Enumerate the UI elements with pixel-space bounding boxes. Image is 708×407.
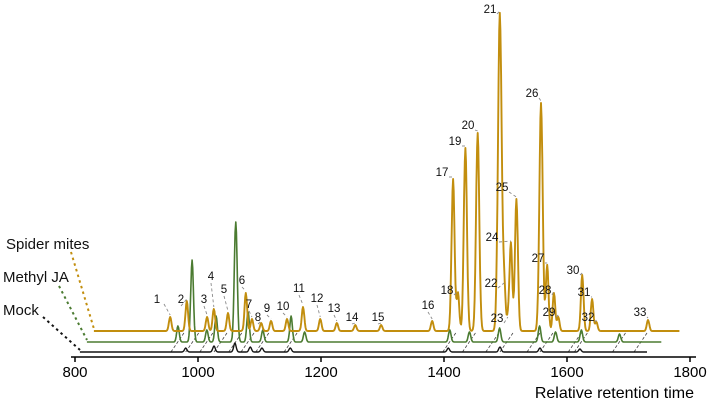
peak-number: 6	[239, 275, 245, 287]
peak-number: 28	[539, 285, 552, 297]
trace-connector	[240, 331, 256, 353]
peak-leader-line	[282, 312, 288, 318]
peak-number: 15	[372, 312, 385, 324]
peak-number: 12	[311, 293, 324, 305]
peak-leader-line	[474, 129, 478, 132]
peak-number: 25	[496, 182, 509, 194]
peak-leader-line	[551, 290, 555, 296]
peak-number: 18	[441, 285, 454, 297]
peak-number: 20	[462, 120, 475, 132]
trace-connector	[612, 331, 627, 353]
x-tick-label: 1200	[304, 364, 337, 381]
trace-mock	[79, 342, 647, 353]
peak-leader-line	[594, 319, 597, 323]
trace-connector	[574, 331, 589, 353]
peak-leader-line	[241, 286, 247, 292]
peak-number: 23	[491, 313, 504, 325]
peak-number: 30	[567, 265, 580, 277]
peak-leader-line	[579, 272, 583, 276]
trace-spider-mites	[93, 11, 680, 332]
legend-leader-spider-mites	[70, 251, 95, 330]
peak-leader-line	[351, 322, 356, 325]
peak-leader-line	[453, 290, 459, 296]
peak-leader-line	[298, 294, 304, 306]
legend-leader-methyl-ja	[58, 285, 88, 341]
x-axis-title: Relative retention time	[534, 385, 694, 402]
peak-number: 13	[328, 303, 341, 315]
peak-leader-line	[498, 240, 511, 243]
peak-leader-line	[333, 314, 338, 322]
peak-number: 17	[436, 167, 449, 179]
peak-number: 24	[486, 232, 499, 244]
peak-number: 19	[449, 136, 462, 148]
peak-leader-line	[377, 322, 382, 325]
peak-leader-line	[210, 282, 215, 308]
peak-leader-line	[257, 320, 262, 325]
legend-leader-mock	[42, 316, 81, 351]
legend-label-spider-mites: Spider mites	[6, 236, 90, 253]
peak-number: 3	[201, 294, 207, 306]
peak-number: 32	[582, 312, 595, 324]
trace-connector	[199, 331, 215, 353]
peak-leader-line	[555, 314, 559, 318]
peak-leader-line	[316, 304, 321, 318]
x-tick-label: 1600	[550, 364, 583, 381]
x-tick-label: 1000	[181, 364, 214, 381]
peak-leader-line	[538, 97, 542, 102]
peak-leader-line	[248, 310, 253, 318]
trace-connector	[462, 331, 477, 353]
trace-connector	[442, 331, 458, 353]
legend-label-methyl-ja: Methyl JA	[3, 269, 69, 286]
legend-label-mock: Mock	[3, 302, 39, 319]
trace-connector	[228, 331, 244, 353]
peak-number: 14	[346, 312, 359, 324]
peak-leader-line	[497, 282, 505, 289]
peak-number: 16	[422, 300, 435, 312]
peak-number: 2	[178, 294, 184, 306]
peak-number: 7	[246, 299, 252, 311]
trace-methyl-ja	[86, 221, 662, 343]
peak-number: 21	[484, 4, 497, 16]
peak-number: 31	[578, 287, 591, 299]
trace-connector	[283, 331, 299, 353]
peak-number: 5	[221, 284, 227, 296]
peak-number: 26	[526, 88, 539, 100]
peak-leader-line	[203, 305, 208, 316]
peak-leader-line	[503, 316, 509, 324]
trace-connector	[185, 331, 201, 353]
peak-leader-line	[163, 303, 171, 316]
peak-number: 9	[264, 303, 270, 315]
peak-number: 33	[634, 307, 647, 319]
trace-connector	[170, 331, 186, 353]
x-tick-label: 800	[62, 364, 87, 381]
peak-leader-line	[427, 311, 433, 320]
peak-number: 29	[543, 307, 556, 319]
peak-number: 10	[277, 301, 290, 313]
peak-leader-line	[496, 10, 501, 15]
peak-number: 4	[208, 271, 215, 283]
peak-number: 1	[154, 294, 160, 306]
peak-leader-line	[266, 314, 272, 320]
peak-leader-line	[223, 295, 229, 312]
trace-connector	[255, 331, 271, 353]
peak-number: 27	[532, 253, 545, 265]
peak-leader-line	[180, 298, 188, 307]
peak-leader-line	[508, 191, 517, 198]
peak-number: 11	[293, 283, 305, 295]
peak-number: 8	[255, 312, 261, 324]
peak-number: 22	[485, 278, 498, 290]
x-tick-label: 1800	[673, 364, 706, 381]
x-tick-label: 1400	[427, 364, 460, 381]
peak-leader-line	[646, 316, 649, 319]
